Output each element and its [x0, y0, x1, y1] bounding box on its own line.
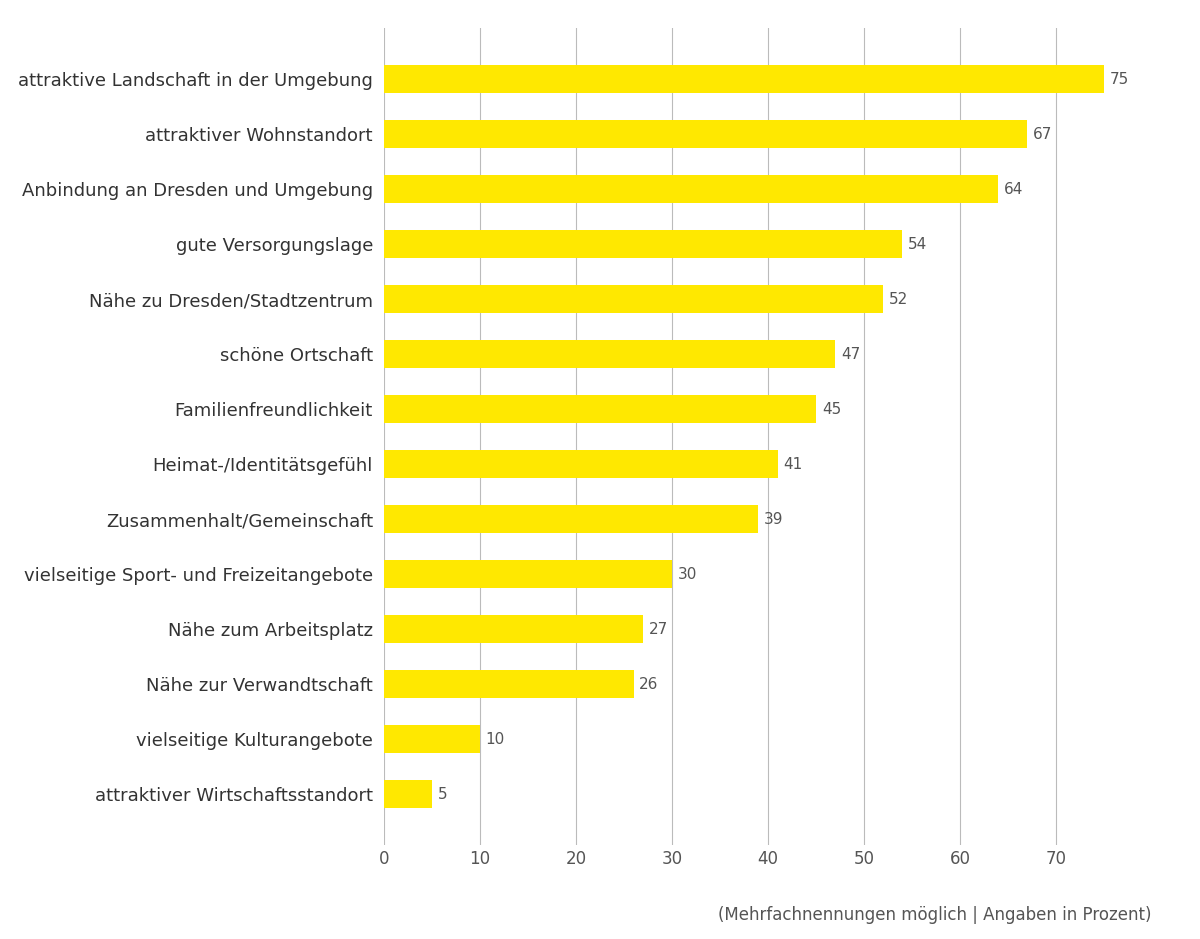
Bar	[384, 561, 672, 588]
Text: 47: 47	[841, 346, 860, 362]
Text: 27: 27	[649, 622, 668, 637]
Bar	[384, 340, 835, 368]
Bar	[384, 395, 816, 423]
Bar	[384, 285, 883, 313]
Text: 41: 41	[784, 456, 803, 471]
Bar	[384, 726, 480, 753]
Text: 45: 45	[822, 402, 841, 417]
Text: 10: 10	[486, 731, 505, 747]
Bar	[384, 615, 643, 643]
Bar	[384, 66, 1104, 93]
Bar	[384, 451, 778, 478]
Text: 52: 52	[889, 292, 908, 307]
Text: 5: 5	[438, 787, 448, 802]
Text: 30: 30	[678, 566, 697, 581]
Text: 54: 54	[908, 237, 928, 252]
Bar	[384, 230, 902, 258]
Bar	[384, 120, 1027, 147]
Bar	[384, 176, 998, 203]
Text: 39: 39	[764, 512, 784, 527]
Bar	[384, 780, 432, 808]
Text: 64: 64	[1004, 181, 1024, 196]
Text: (Mehrfachnennungen möglich | Angaben in Prozent): (Mehrfachnennungen möglich | Angaben in …	[719, 906, 1152, 924]
Text: 26: 26	[640, 677, 659, 692]
Bar	[384, 670, 634, 698]
Bar	[384, 505, 758, 533]
Text: 67: 67	[1033, 127, 1052, 142]
Text: 75: 75	[1110, 71, 1129, 86]
